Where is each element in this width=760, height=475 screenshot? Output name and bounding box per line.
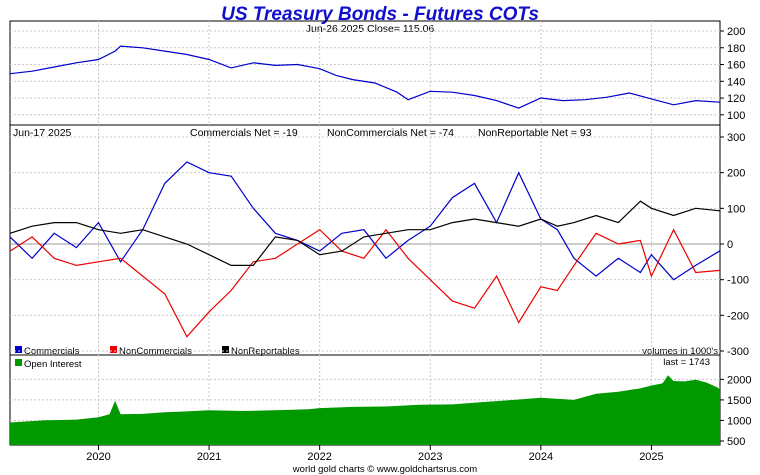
y-tick-label: 1000 [727,415,751,427]
footer-credit: world gold charts © www.goldchartsrus.co… [292,464,477,475]
line-nonreportables [9,200,721,266]
x-tick-label: 2025 [639,451,663,463]
cot-panel: Jun-17 2025 Commercials Net = -19 NonCom… [9,124,721,357]
last-value-note: last = 1743 [663,357,710,368]
price-plot: 100 120 140 160 180 200 [9,21,745,125]
y-tick-label: 100 [727,203,745,215]
line-price [9,45,721,109]
noncommercials-net-label: NonCommercials Net = -74 [327,127,454,139]
y-tick-label: 180 [727,43,745,55]
commercials-net-label: Commercials Net = -19 [190,127,298,139]
y-tick-label: 100 [727,110,745,122]
y-tick-label: 300 [727,132,745,144]
area-open-interest [10,375,720,445]
cot-date-label: Jun-17 2025 [13,127,72,139]
line-noncommercials [9,228,721,338]
y-tick-label: 120 [727,93,745,105]
legend-swatch-noncommercials [110,346,117,353]
open-interest-label: Open Interest [24,359,82,370]
nonreportable-net-label: NonReportable Net = 93 [478,127,592,139]
y-tick-label: 160 [727,60,745,72]
price-panel: Jun-26 2025 Close= 115.06 [9,20,721,126]
y-tick-label: 200 [727,168,745,180]
x-tick-label: 2024 [529,451,553,463]
legend-swatch-nonreportables [222,346,229,353]
chart-title: US Treasury Bonds - Futures COTs [221,4,539,25]
x-tick-label: 2020 [86,451,110,463]
cot-plot: -300 -200 -100 0 100 200 300 [9,125,749,358]
open_interest-plot: 500 1000 1500 2000 [10,355,751,448]
x-tick-label: 2023 [418,451,442,463]
legend-swatch-commercials [15,346,22,353]
y-tick-label: 0 [727,239,733,251]
y-tick-label: -300 [727,346,749,358]
y-tick-label: 200 [727,26,745,38]
y-tick-label: -200 [727,310,749,322]
y-tick-label: 140 [727,76,745,88]
legend-swatch-open-interest [15,359,22,366]
legend-nonreportables: NonReportables [231,346,300,357]
price-header: Jun-26 2025 Close= 115.06 [306,23,435,35]
y-tick-label: 500 [727,436,745,448]
x-tick-label: 2022 [307,451,331,463]
volumes-note: volumes in 1000's [642,346,718,357]
x-tick-label: 2021 [197,451,221,463]
y-tick-label: 1500 [727,395,751,407]
y-tick-label: -100 [727,275,749,287]
y-tick-label: 2000 [727,374,751,386]
